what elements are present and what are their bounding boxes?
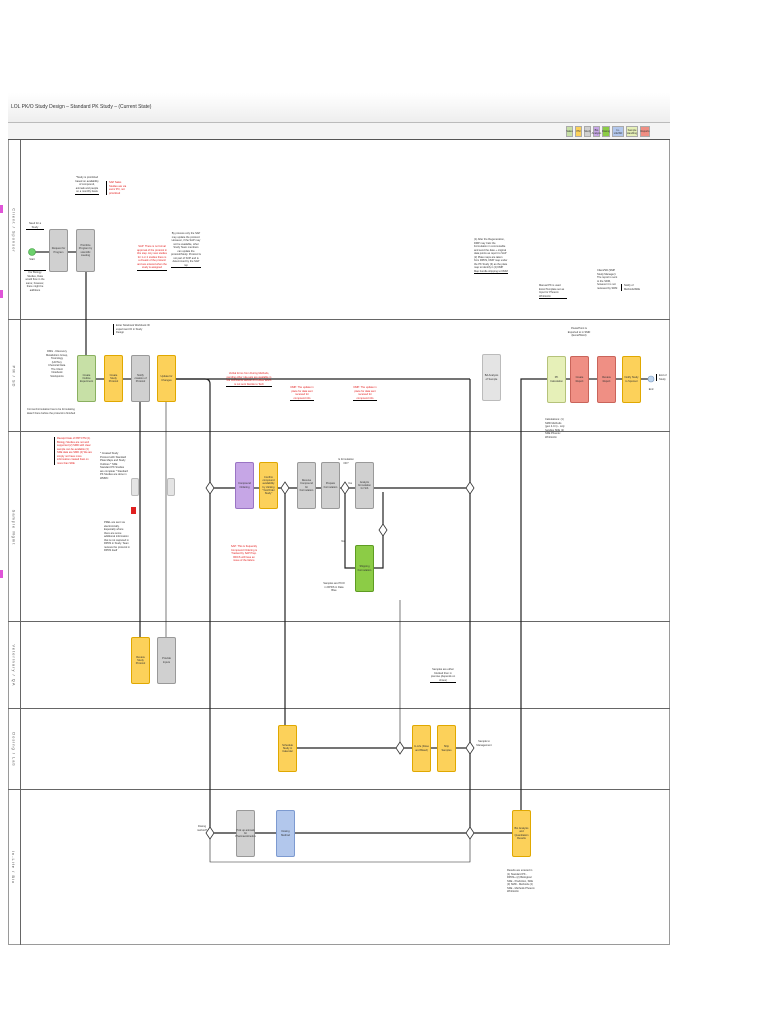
diagram-title: LOL PK/O Study Design – Standard PK Stud… — [11, 104, 152, 110]
dosing-method-step[interactable]: Dosing Method — [276, 810, 295, 857]
lane-label: In-Life / Bio — [8, 790, 21, 945]
legend-item: PM — [575, 126, 582, 137]
no-label: No — [341, 540, 345, 543]
annotation: SAP: This is frequently Compound Orderin… — [230, 545, 258, 562]
annotation: Client/SD (SMP Study Manager): The repor… — [597, 269, 618, 290]
receive-compound-step[interactable]: Receive Compound for Formulation — [297, 462, 316, 509]
legend-item: Sales — [566, 126, 573, 137]
pick-animals-step[interactable]: Pick up animals for Pharmacokinetics — [235, 810, 256, 857]
swimlane-5 — [8, 709, 670, 790]
swimlane-4 — [8, 622, 670, 709]
annotation: PREL are sent via electronically. Especi… — [104, 521, 130, 552]
swimlane-2 — [8, 320, 670, 432]
page-marker — [0, 290, 3, 298]
create-protocol-step[interactable]: Create Study Protocol — [104, 355, 123, 402]
diagram-frame — [8, 93, 670, 945]
request-program-step[interactable]: Request for Program — [49, 229, 68, 272]
annotation: Calculations: (1) SMD Methods (gen 4.0.1… — [545, 418, 565, 439]
lane-label: PM / SD — [8, 320, 21, 432]
legend-item: Dosing — [602, 126, 610, 137]
bio-analysis-results-step[interactable]: Bio Analysis and Quantitation Results — [512, 810, 531, 857]
annotation: (1) After the Regeneration, DMP may Calc… — [474, 238, 508, 274]
yes-label: Yes — [347, 482, 353, 485]
pk-calculation-step[interactable]: PK Calculation — [547, 356, 566, 403]
review-report-step[interactable]: Review Report — [597, 356, 616, 403]
confirm-compound-step[interactable]: Confirm compound availability by clickin… — [259, 462, 278, 509]
schedule-study-step[interactable]: Schedule Study in Calendar — [278, 725, 297, 772]
annotation: DMG - Discovery Metabolism Group, Toxico… — [46, 350, 68, 378]
in-life-dosing-step[interactable]: In-Life (Dose and Bleed) — [412, 725, 431, 772]
prioritize-program-step[interactable]: Prioritize Program by scientific meeting — [76, 229, 95, 272]
legend-item: In-Life/SD — [612, 126, 624, 137]
review-protocol-step[interactable]: Review Study Protocol — [131, 637, 150, 684]
annotation: DMP: The update in place for data sent r… — [353, 386, 377, 401]
page-marker — [0, 205, 3, 213]
annotation: DMP: The update in place for data sent r… — [290, 386, 314, 401]
annotation: Notify of Methods/SDE — [621, 284, 640, 291]
annotation: PowerPoint is Exported to in SMD (Excel/… — [567, 327, 591, 337]
end-of-study-label: End of Study — [656, 374, 670, 381]
placeholder-step — [131, 478, 139, 496]
shipping-formulation-step[interactable]: Shipping Formulation — [355, 545, 374, 592]
sample-management-label: Sample to Management — [476, 740, 492, 747]
compound-ordering-step[interactable]: Compound Ordering — [235, 462, 254, 509]
page-marker — [0, 570, 3, 578]
dosing-method-label: Dosing method? — [196, 825, 208, 832]
provide-inputs-step[interactable]: Provide Inputs — [157, 637, 176, 684]
legend-item: Sample Handling — [626, 126, 638, 137]
create-outline-step[interactable]: Create Outline Experiment — [77, 355, 96, 402]
ship-samples-step[interactable]: Ship Samples — [437, 725, 456, 772]
annotation: Format Formulation has to be formulating… — [26, 408, 76, 415]
annotation: *Study is prioritized based on availabil… — [75, 176, 99, 195]
legend-item: Reports — [640, 126, 650, 137]
lane-label: Sample Mgmt — [8, 432, 21, 622]
annotation: * Created Study Protocol with Standard P… — [100, 452, 128, 480]
annotation: For Biology Studies, Data would flow in … — [24, 270, 46, 292]
swimlane-1 — [8, 140, 670, 320]
create-report-step[interactable]: Create Report — [570, 356, 589, 403]
decision-label: Is formulation OK? — [338, 458, 354, 465]
end-label: End — [648, 388, 654, 391]
swimlane-3 — [8, 432, 670, 622]
annotation: SAP: There is no formal approval of the … — [137, 245, 167, 271]
legend-item: Study — [584, 126, 591, 137]
title-bar: LOL PK/O Study Design – Standard PK Stud… — [8, 93, 670, 123]
legend-bar — [8, 123, 670, 140]
bioanalysis-sample-step[interactable]: BA Analysis of Sample — [482, 354, 501, 401]
placeholder-step — [167, 478, 175, 496]
notify-protocol-step[interactable]: Notify creation of Protocol — [131, 355, 150, 402]
notify-client-step[interactable]: Notify Study to Sponsor — [622, 356, 641, 403]
lane-label: Client / Sponsor — [8, 140, 21, 320]
annotation: Results are entered in (1) Standard PK -… — [507, 869, 535, 893]
prepare-formulation-step[interactable]: Prepare Formulation — [321, 462, 340, 509]
analyze-formulation-step[interactable]: Analyze formulation for Stb — [355, 462, 374, 509]
lane-label: Veterinary / QA — [8, 622, 21, 709]
start-label: Start — [29, 258, 35, 261]
annotation: Enter Notebook Workbook ID experiment ID… — [113, 324, 151, 335]
annotation: Samples are PK/O in RPDS in Data Blue — [323, 582, 345, 592]
annotation: SAP Sales Studies are via ewm/ PO, not p… — [106, 181, 128, 195]
annotation: By process only the SAP may update the p… — [171, 232, 201, 268]
legend-item: Bio Analysis — [592, 126, 601, 137]
annotation: Receipt Date of PRTCTM (1) Biology Studi… — [54, 437, 94, 465]
lane-label: Dosing / Lab — [8, 709, 21, 790]
annotation: Verbal forms from During Methods, pendin… — [226, 372, 272, 387]
annotation: Samples are either blocked then in premi… — [430, 668, 456, 683]
annotation: Need for a Study — [26, 222, 44, 230]
update-changes-step[interactable]: Update for Changes — [157, 355, 176, 402]
annotation: Manual PK is used Excel Template set as … — [539, 284, 567, 299]
